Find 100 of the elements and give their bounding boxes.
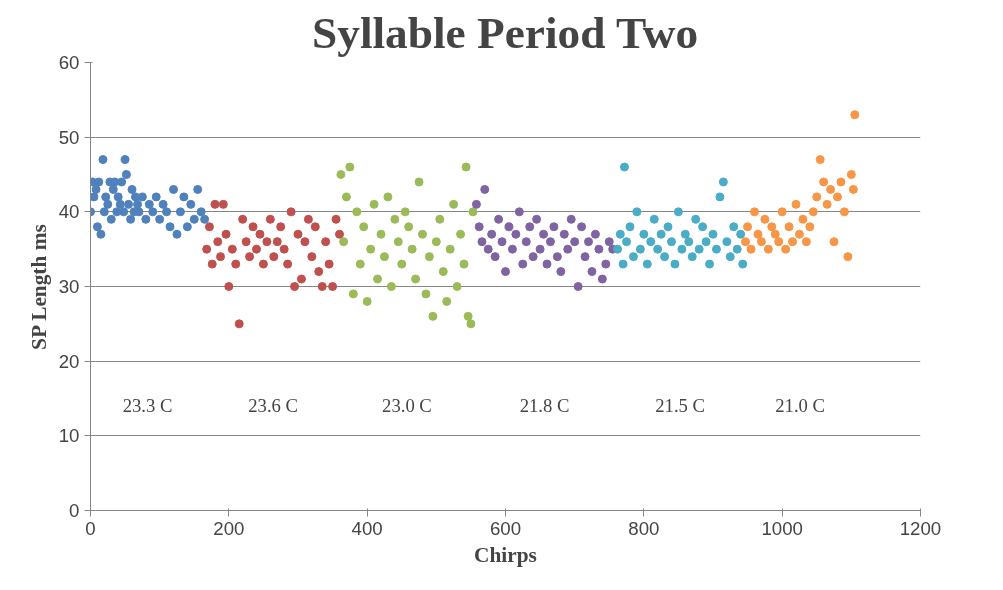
point [774, 237, 784, 247]
point [781, 244, 791, 254]
y-tick-label: 50 [58, 126, 80, 148]
point [822, 199, 832, 209]
x-axis-title: Chirps [474, 542, 537, 567]
point [438, 267, 448, 277]
point [189, 214, 199, 224]
point [587, 267, 597, 277]
point [258, 259, 268, 269]
point [286, 207, 296, 217]
point [829, 237, 839, 247]
point [694, 244, 704, 254]
point [539, 229, 549, 239]
point [836, 177, 846, 187]
point [691, 214, 701, 224]
point [518, 259, 528, 269]
point [452, 282, 462, 291]
point [514, 207, 524, 217]
point [113, 192, 123, 202]
point [169, 184, 178, 194]
point [248, 222, 258, 232]
point [449, 199, 459, 209]
x-tick-label: 800 [628, 517, 660, 539]
annotation: 23.0 C [382, 394, 432, 416]
point [528, 252, 538, 262]
point [604, 237, 614, 247]
point [625, 222, 635, 232]
point [404, 222, 414, 232]
point [673, 207, 683, 217]
point [336, 170, 346, 179]
point [362, 296, 372, 306]
point [504, 222, 514, 232]
point [732, 244, 742, 254]
point [196, 207, 206, 217]
point [293, 229, 303, 239]
point [670, 259, 680, 269]
annotation: 23.3 C [122, 394, 173, 416]
point [210, 199, 220, 209]
point [421, 289, 431, 299]
point [303, 214, 313, 224]
point [461, 162, 471, 172]
point [660, 252, 670, 262]
point [283, 259, 293, 269]
point [708, 229, 718, 239]
point [115, 199, 125, 209]
point [848, 184, 858, 194]
point [241, 237, 251, 247]
y-tick-label: 10 [58, 425, 80, 447]
point [345, 162, 355, 172]
point [725, 252, 735, 262]
point [424, 252, 434, 262]
point [296, 274, 306, 284]
point [126, 214, 136, 224]
point [234, 319, 244, 329]
point [407, 244, 417, 254]
point [698, 222, 708, 232]
point [172, 229, 182, 239]
point [677, 244, 687, 254]
point [784, 222, 794, 232]
point [566, 214, 576, 224]
point [542, 259, 552, 269]
point [545, 237, 555, 247]
point [667, 237, 676, 247]
point [642, 259, 652, 269]
point [487, 229, 497, 239]
point [165, 222, 175, 232]
point [729, 222, 739, 232]
point [90, 192, 99, 202]
x-tick-label: 600 [489, 517, 522, 539]
point [788, 237, 798, 247]
point [753, 229, 763, 239]
point [715, 192, 725, 202]
point [98, 155, 108, 165]
point [584, 237, 593, 247]
point [466, 319, 476, 329]
point [570, 237, 580, 247]
point [843, 252, 853, 262]
point [376, 229, 386, 239]
point [763, 244, 773, 254]
point [639, 229, 649, 239]
point [850, 110, 860, 120]
point [119, 207, 129, 217]
point [120, 155, 130, 165]
point [471, 199, 481, 209]
point [501, 267, 510, 277]
point [324, 259, 334, 269]
point [213, 237, 223, 247]
point [798, 214, 808, 224]
point [815, 155, 825, 165]
point [701, 237, 711, 247]
point [494, 214, 504, 224]
point [379, 252, 389, 262]
point [117, 177, 127, 187]
point [435, 214, 445, 224]
point [480, 184, 490, 194]
point [577, 222, 587, 232]
point [511, 229, 521, 239]
point [255, 229, 265, 239]
point [746, 244, 756, 254]
point [722, 237, 732, 247]
